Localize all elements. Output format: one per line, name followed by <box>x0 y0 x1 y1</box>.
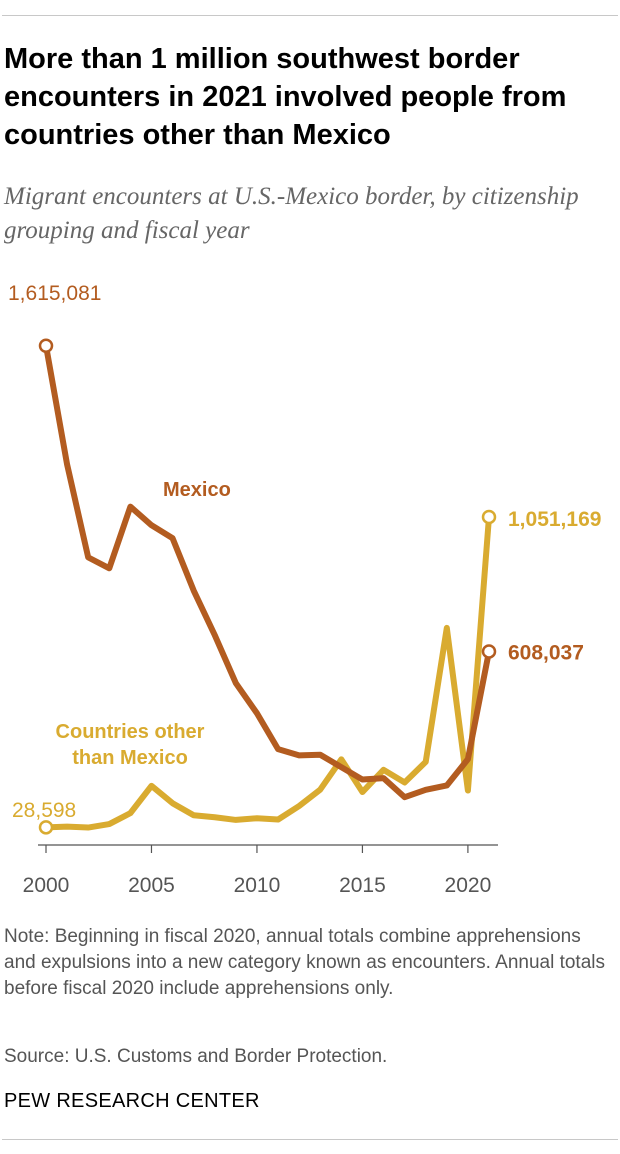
x-tick-label: 2020 <box>445 874 492 897</box>
chart-title: More than 1 million southwest border enc… <box>4 43 567 151</box>
series-marker-other-end <box>481 509 497 525</box>
x-tick-label: 2015 <box>339 874 386 897</box>
series-line-other <box>43 513 492 831</box>
chart-source: Source: U.S. Customs and Border Protecti… <box>4 1046 388 1067</box>
mexico-start-value-label: 1,615,081 <box>8 282 101 305</box>
chart-note: Note: Beginning in fiscal 2020, annual t… <box>4 926 605 999</box>
other-series-name: Countries other than Mexico <box>56 721 205 769</box>
mexico-end-value-label: 608,037 <box>508 641 584 664</box>
x-ticks: 2000 2005 2010 2015 2020 <box>23 845 492 897</box>
series-lines <box>43 342 492 831</box>
bottom-rule <box>2 1139 618 1140</box>
line-chart: 2000 2005 2010 2015 2020 1,615,081 608,037 28,… <box>8 282 601 897</box>
other-start-value-label: 28,598 <box>12 799 76 822</box>
chart-subtitle: Migrant encounters at U.S.-Mexico border… <box>4 183 579 244</box>
x-tick-label: 2000 <box>23 874 70 897</box>
series-line-mexico <box>43 342 492 801</box>
x-tick-label: 2005 <box>128 874 175 897</box>
series-markers <box>38 338 497 835</box>
x-tick-label: 2010 <box>234 874 281 897</box>
other-end-value-label: 1,051,169 <box>508 508 601 531</box>
series-labels: 1,615,081 608,037 28,598 1,051,169 Mexico Cou… <box>8 282 601 822</box>
series-marker-mexico-start <box>38 338 54 354</box>
series-marker-mexico-end <box>481 644 497 659</box>
top-rule <box>2 15 618 16</box>
series-marker-other-start <box>38 820 54 835</box>
brand-logo-text: PEW RESEARCH CENTER <box>4 1090 260 1112</box>
mexico-series-name: Mexico <box>163 479 231 501</box>
